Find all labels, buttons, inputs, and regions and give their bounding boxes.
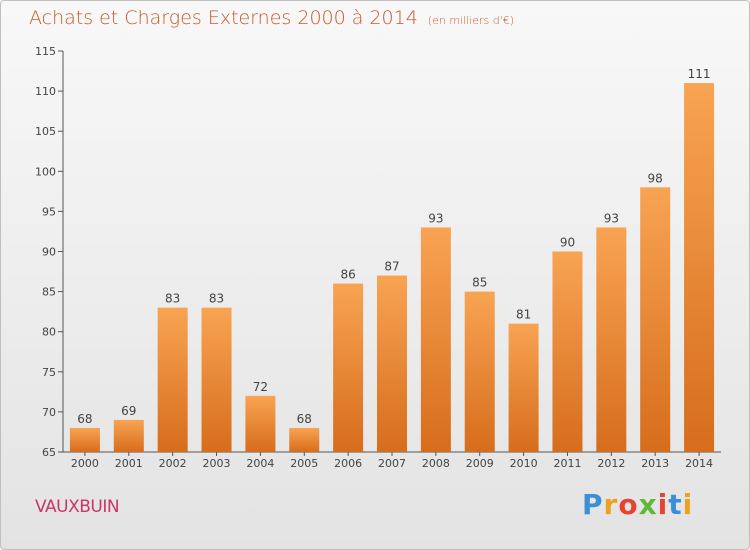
x-axis-ticks: 2000 2001 2002 2003 2004 2005 2006 2007 2008 2009…	[71, 452, 713, 470]
x-tick-label: 2009	[466, 457, 494, 470]
bar	[157, 307, 188, 452]
bars-group: 68 69 83 83 72 68 86 87 93 85 81 90 93 98 111	[69, 67, 715, 452]
bar	[289, 427, 320, 452]
logo-letter: r	[603, 488, 619, 521]
y-tick-label: 80	[42, 326, 56, 339]
x-tick-label: 2014	[685, 457, 713, 470]
x-tick-label: 2004	[246, 457, 274, 470]
bar	[508, 323, 539, 452]
x-tick-label: 2007	[378, 457, 406, 470]
bar	[464, 291, 495, 452]
y-tick-label: 95	[42, 205, 56, 218]
x-tick-label: 2000	[71, 457, 99, 470]
chart-title: Achats et Charges Externes 2000 à 2014 (e…	[29, 7, 514, 29]
x-tick-label: 2012	[597, 457, 625, 470]
bar	[333, 283, 364, 452]
y-tick-label: 75	[42, 366, 56, 379]
chart-title-text: Achats et Charges Externes 2000 à 2014	[29, 7, 418, 29]
x-tick-label: 2001	[115, 457, 143, 470]
data-label: 90	[560, 236, 575, 250]
logo-letter: t	[668, 488, 683, 521]
bar	[377, 275, 407, 452]
y-tick-label: 65	[42, 446, 56, 459]
bar	[596, 227, 627, 452]
data-label: 98	[648, 171, 663, 185]
data-label: 83	[209, 292, 224, 306]
bar	[420, 227, 451, 452]
proxiti-logo: Proxiti	[582, 488, 693, 521]
x-tick-label: 2013	[641, 457, 669, 470]
bar	[552, 251, 583, 452]
logo-letter: x	[638, 488, 658, 521]
logo-letter: P	[582, 488, 604, 521]
y-tick-label: 90	[42, 246, 56, 259]
y-tick-label: 85	[42, 286, 56, 299]
logo-letter: i	[682, 488, 694, 521]
bar	[201, 307, 232, 452]
data-label: 69	[121, 404, 136, 418]
bar	[684, 83, 715, 452]
x-tick-label: 2003	[203, 457, 231, 470]
data-label: 93	[428, 211, 443, 225]
data-label: 81	[516, 308, 531, 322]
x-tick-label: 2005	[290, 457, 318, 470]
logo-letter: i	[657, 488, 669, 521]
y-tick-label: 110	[35, 85, 56, 98]
bar	[69, 427, 100, 452]
y-axis-ticks: 65 70 75 80 85 90 95 100 105 110 115	[35, 45, 63, 459]
x-tick-label: 2002	[159, 457, 187, 470]
y-tick-label: 70	[42, 406, 56, 419]
y-tick-label: 100	[35, 165, 56, 178]
x-tick-label: 2006	[334, 457, 362, 470]
x-tick-label: 2011	[553, 457, 581, 470]
data-label: 68	[77, 412, 92, 426]
data-label: 86	[340, 268, 355, 282]
y-tick-label: 115	[35, 45, 56, 58]
bar	[640, 187, 671, 452]
data-label: 87	[384, 260, 399, 274]
data-label: 93	[604, 211, 619, 225]
chart-unit-label: (en milliers d'€)	[427, 14, 515, 27]
x-tick-label: 2008	[422, 457, 450, 470]
x-tick-label: 2010	[510, 457, 538, 470]
data-label: 111	[688, 67, 711, 81]
bar	[245, 395, 276, 452]
y-tick-label: 105	[35, 125, 56, 138]
commune-name: VAUXBUIN	[35, 497, 120, 517]
bar	[113, 419, 144, 452]
data-label: 83	[165, 292, 180, 306]
data-label: 72	[253, 380, 268, 394]
data-label: 85	[472, 276, 487, 290]
logo-letter: o	[618, 488, 639, 521]
data-label: 68	[297, 412, 312, 426]
